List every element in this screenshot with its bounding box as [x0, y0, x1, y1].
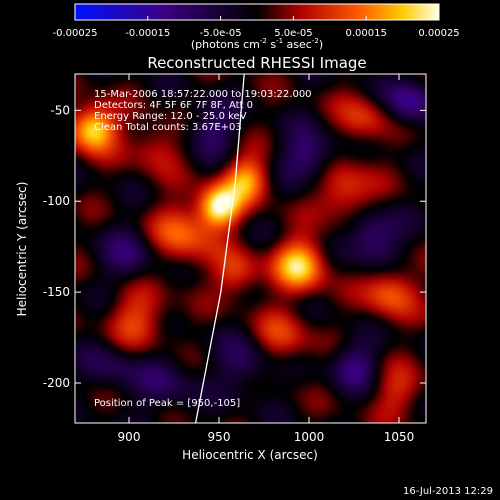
x-tick-label: 1050: [384, 430, 415, 444]
y-axis-label: Heliocentric Y (arcsec): [15, 182, 29, 317]
annotation-clean: Clean Total counts: 3.67E+03: [94, 122, 242, 133]
footer-timestamp: 16-Jul-2013 12:29: [403, 486, 493, 497]
x-tick-label: 950: [208, 430, 231, 444]
annotation-block: 15-Mar-2006 18:57:22.000 to 19:03:22.000…: [94, 89, 312, 133]
colorbar: -0.00025 -0.00015 -5.0e-05 5.0e-05 0.00015 0.…: [53, 3, 460, 51]
colorbar-tick-label: -0.00015: [125, 28, 170, 39]
colorbar-tick-label: 5.0e-05: [274, 28, 312, 39]
x-tick-label: 1000: [294, 430, 325, 444]
colorbar-tick-label: 0.00025: [418, 28, 459, 39]
annotation-time: 15-Mar-2006 18:57:22.000 to 19:03:22.000: [94, 89, 312, 100]
plot-frame: [74, 73, 427, 424]
x-axis-label: Heliocentric X (arcsec): [182, 448, 318, 462]
colorbar-gradient: [75, 4, 439, 20]
heatmap-image: [75, 73, 426, 424]
colorbar-frame: [74, 3, 440, 21]
colorbar-tick-label: -5.0e-05: [200, 28, 242, 39]
colorbar-units: (photons cm-2 s-1 asec-2): [191, 37, 323, 51]
annotation-energy: Energy Range: 12.0 - 25.0 keV: [94, 111, 247, 122]
y-tick-label: -50: [50, 103, 70, 117]
annotation-detectors: Detectors: 4F 5F 6F 7F 8F, Att 0: [94, 100, 253, 111]
peak-position-label: Position of Peak = [950,-105]: [94, 398, 240, 409]
y-tick-label: -150: [43, 285, 70, 299]
colorbar-tick-label: -0.00025: [53, 28, 98, 39]
y-axis-ticks: -50 -100 -150 -200: [43, 103, 426, 390]
x-tick-label: 900: [118, 430, 141, 444]
x-axis-ticks: 900 950 1000 1050: [118, 74, 415, 444]
colorbar-tick-label: 0.00015: [346, 28, 387, 39]
y-tick-label: -200: [43, 376, 70, 390]
y-tick-label: -100: [43, 194, 70, 208]
chart-title: Reconstructed RHESSI Image: [147, 54, 366, 72]
solar-limb-curve: [194, 73, 245, 424]
